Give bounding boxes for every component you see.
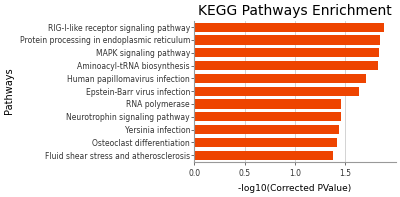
- Bar: [194, 99, 342, 109]
- Bar: [194, 86, 358, 96]
- Bar: [194, 138, 337, 147]
- Bar: [194, 151, 333, 160]
- Bar: [194, 125, 339, 134]
- Bar: [194, 22, 384, 32]
- Bar: [194, 61, 378, 70]
- Bar: [194, 112, 342, 121]
- X-axis label: -log10(Corrected PValue): -log10(Corrected PValue): [238, 184, 352, 193]
- Bar: [194, 48, 379, 57]
- Title: KEGG Pathways Enrichment: KEGG Pathways Enrichment: [198, 4, 392, 18]
- Y-axis label: Pathways: Pathways: [4, 68, 14, 114]
- Bar: [194, 74, 366, 83]
- Bar: [194, 35, 380, 45]
